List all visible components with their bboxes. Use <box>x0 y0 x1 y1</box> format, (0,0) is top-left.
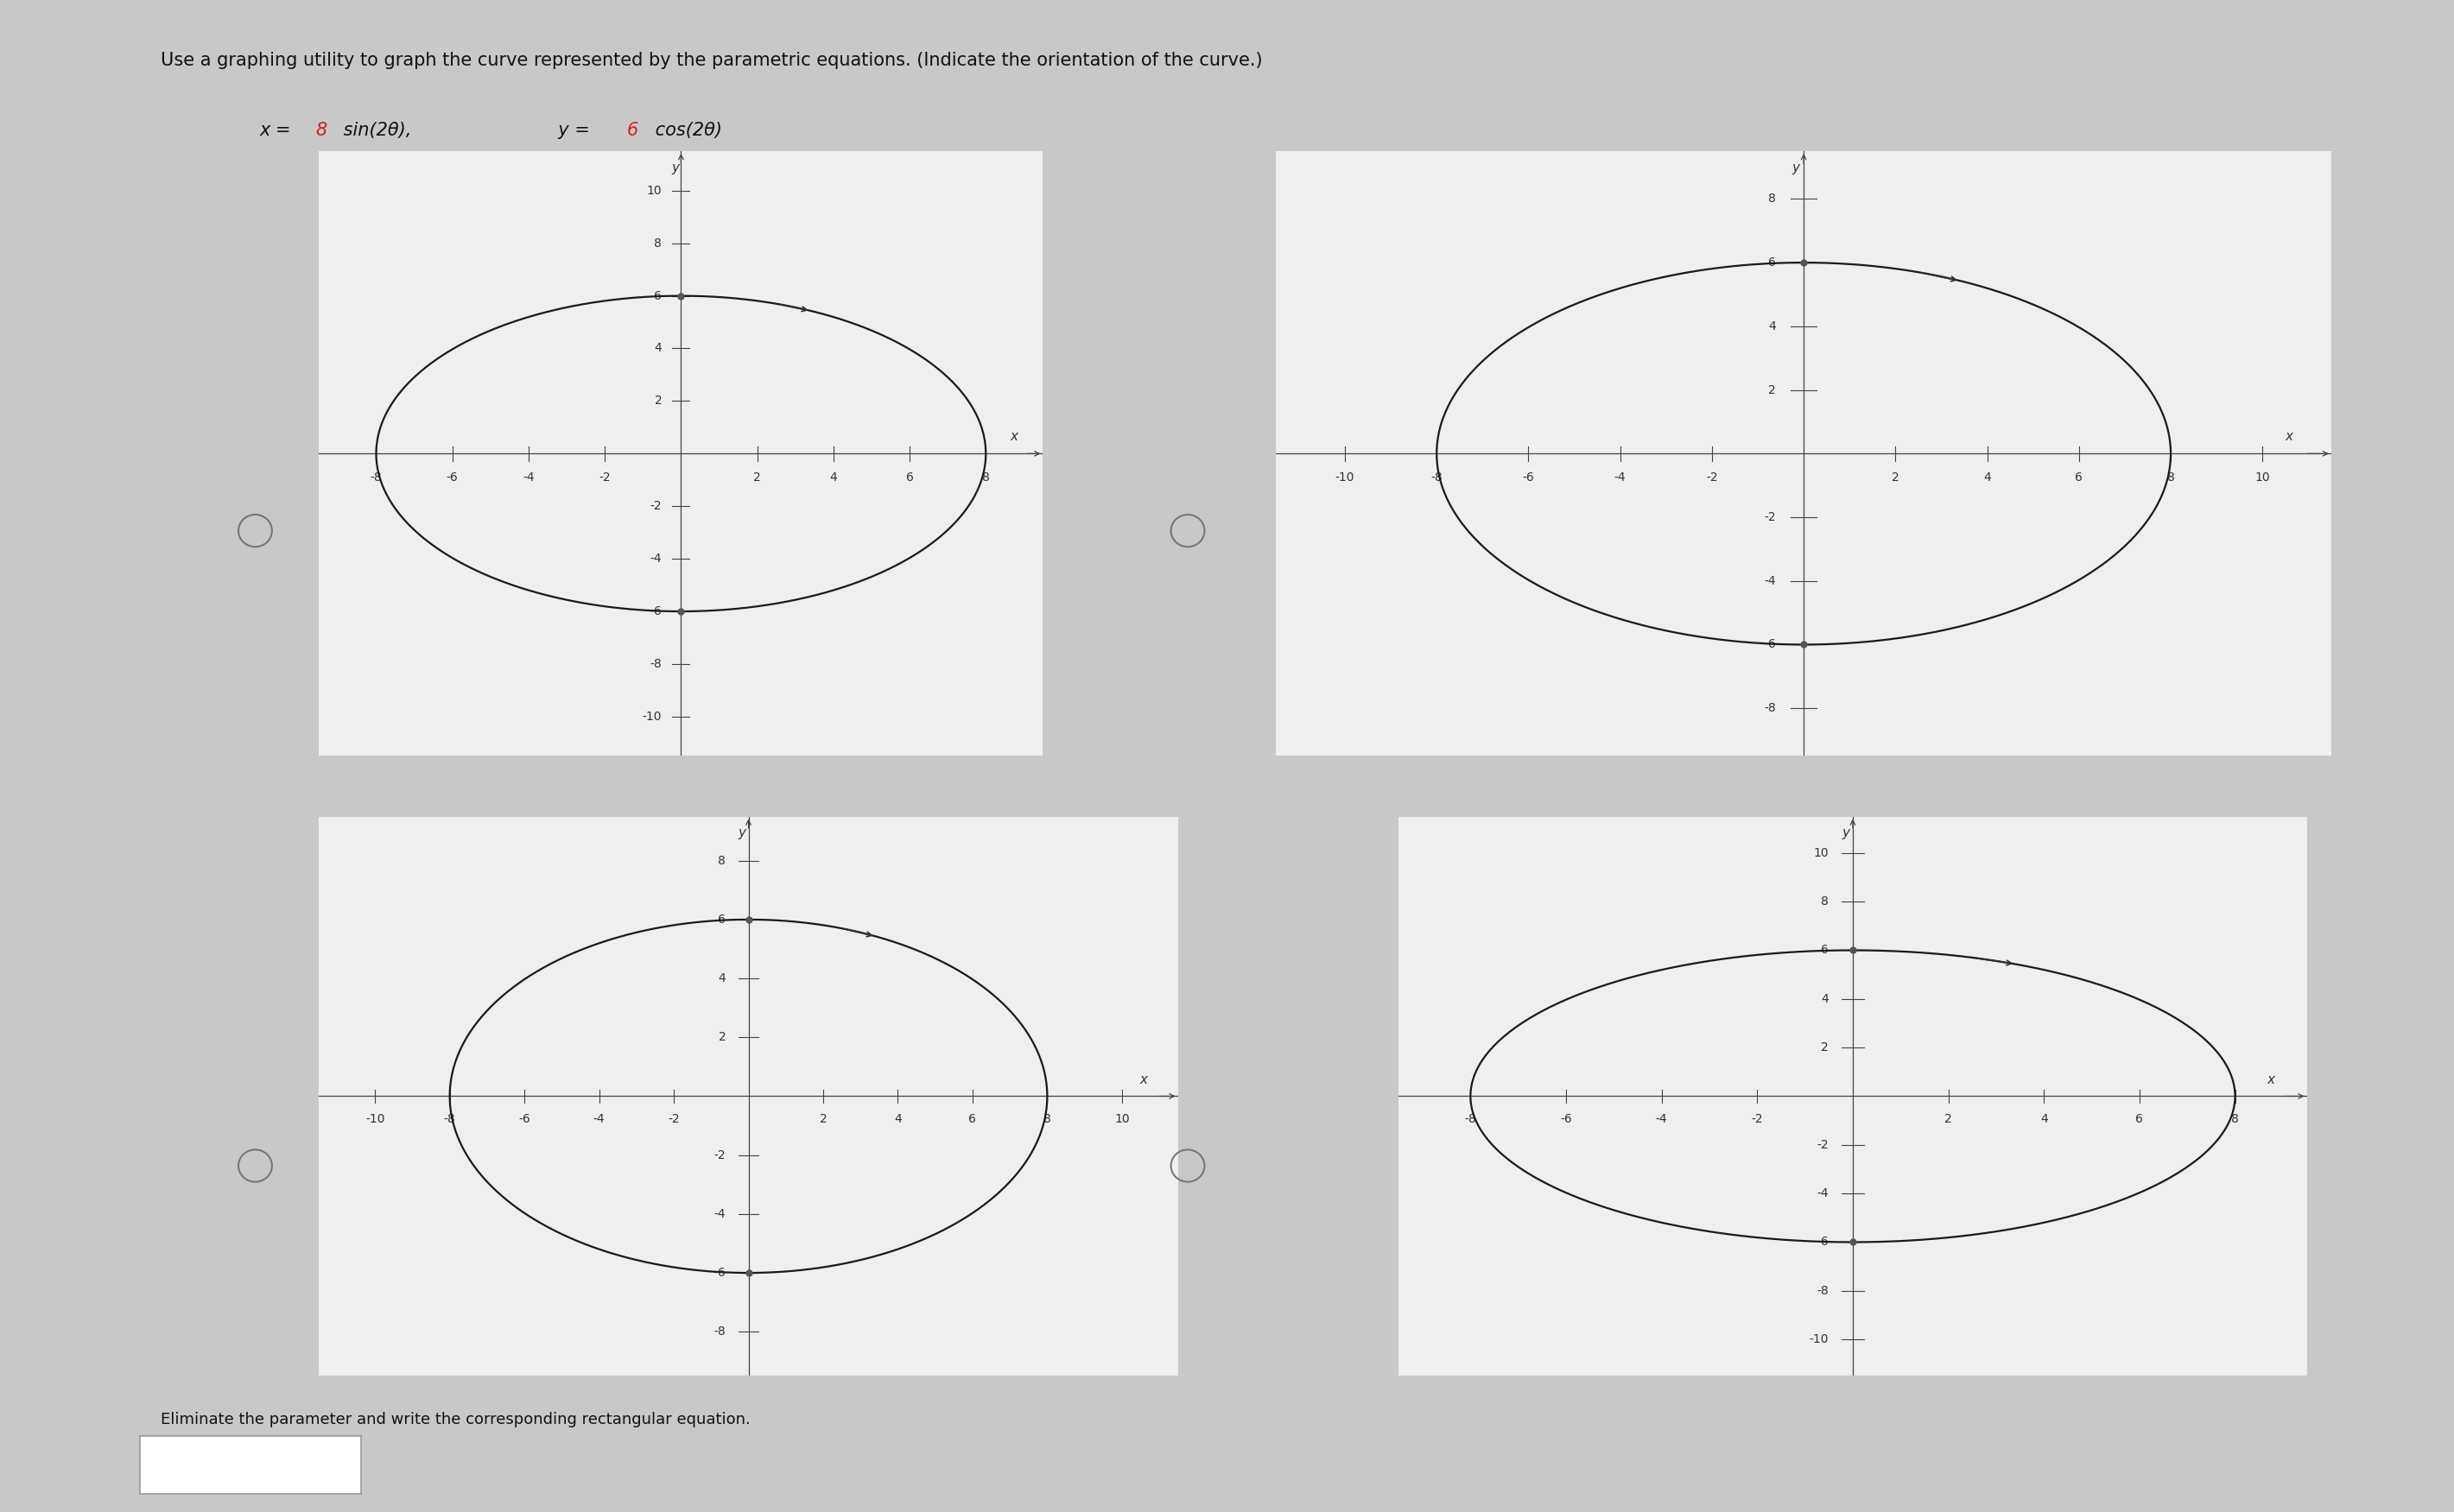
Text: -8: -8 <box>444 1113 456 1125</box>
Text: -6: -6 <box>518 1113 530 1125</box>
Text: -2: -2 <box>1706 472 1718 484</box>
Text: 6: 6 <box>2076 472 2083 484</box>
Text: y: y <box>1791 162 1799 175</box>
Text: 2: 2 <box>1892 472 1899 484</box>
Text: 4: 4 <box>829 472 837 484</box>
Text: -6: -6 <box>1764 638 1777 650</box>
Text: x: x <box>2285 429 2292 443</box>
Text: -6: -6 <box>1816 1237 1828 1249</box>
Text: 4: 4 <box>1821 993 1828 1005</box>
Text: y =: y = <box>547 122 594 139</box>
Text: -4: -4 <box>1764 575 1777 587</box>
Text: -10: -10 <box>643 711 663 723</box>
Text: -6: -6 <box>714 1267 726 1279</box>
Text: -2: -2 <box>714 1149 726 1161</box>
Text: -2: -2 <box>599 472 611 484</box>
Text: 10: 10 <box>2255 472 2270 484</box>
Text: 6: 6 <box>719 913 726 925</box>
Text: 4: 4 <box>1983 472 1990 484</box>
Text: y: y <box>1843 826 1850 839</box>
Text: sin(2θ),: sin(2θ), <box>339 122 412 139</box>
Text: -4: -4 <box>650 553 663 565</box>
Text: cos(2θ): cos(2θ) <box>650 122 721 139</box>
Text: -10: -10 <box>1809 1334 1828 1346</box>
Text: 6: 6 <box>906 472 913 484</box>
Text: -2: -2 <box>1764 511 1777 523</box>
Text: 2: 2 <box>1769 384 1777 396</box>
Text: -4: -4 <box>1615 472 1627 484</box>
Text: 8: 8 <box>982 472 989 484</box>
Text: 2: 2 <box>1821 1042 1828 1054</box>
Text: -2: -2 <box>667 1113 680 1125</box>
Text: -4: -4 <box>714 1208 726 1220</box>
Text: 6: 6 <box>1769 257 1777 269</box>
Text: Eliminate the parameter and write the corresponding rectangular equation.: Eliminate the parameter and write the co… <box>162 1412 751 1427</box>
Text: 10: 10 <box>1114 1113 1129 1125</box>
Text: 8: 8 <box>719 854 726 866</box>
Text: 8: 8 <box>655 237 663 249</box>
Text: -8: -8 <box>1816 1285 1828 1297</box>
Text: 8: 8 <box>1043 1113 1050 1125</box>
Text: -4: -4 <box>1816 1187 1828 1199</box>
Text: 6: 6 <box>626 122 638 139</box>
Text: x: x <box>2267 1074 2275 1087</box>
Text: -8: -8 <box>650 658 663 670</box>
Text: -8: -8 <box>371 472 383 484</box>
Text: 6: 6 <box>655 290 663 302</box>
Text: y: y <box>739 826 746 839</box>
Text: x: x <box>1139 1074 1148 1087</box>
Text: 2: 2 <box>1944 1113 1951 1125</box>
Text: -4: -4 <box>1656 1113 1669 1125</box>
Text: 2: 2 <box>655 395 663 407</box>
Text: -4: -4 <box>523 472 535 484</box>
Text: 4: 4 <box>719 972 726 984</box>
Text: 6: 6 <box>1821 943 1828 956</box>
Text: 8: 8 <box>1821 895 1828 907</box>
Text: 10: 10 <box>648 184 663 197</box>
Text: 8: 8 <box>1769 194 1777 206</box>
Text: x =: x = <box>260 122 297 139</box>
Text: -6: -6 <box>1521 472 1534 484</box>
Text: x: x <box>1011 429 1018 443</box>
Text: 4: 4 <box>2039 1113 2047 1125</box>
Text: 8: 8 <box>2167 472 2174 484</box>
Text: -6: -6 <box>1561 1113 1573 1125</box>
Text: -8: -8 <box>1465 1113 1477 1125</box>
Text: 4: 4 <box>655 342 663 354</box>
Text: -2: -2 <box>1816 1139 1828 1151</box>
Text: 2: 2 <box>719 1031 726 1043</box>
Text: -8: -8 <box>714 1326 726 1338</box>
Text: 6: 6 <box>2135 1113 2142 1125</box>
Text: 2: 2 <box>820 1113 827 1125</box>
Text: 6: 6 <box>969 1113 977 1125</box>
Text: 8: 8 <box>317 122 326 139</box>
Text: 2: 2 <box>753 472 761 484</box>
Text: -10: -10 <box>1335 472 1355 484</box>
Text: y: y <box>672 162 680 175</box>
Text: -2: -2 <box>1752 1113 1762 1125</box>
Text: -6: -6 <box>650 605 663 617</box>
Text: -8: -8 <box>1764 702 1777 714</box>
Text: 4: 4 <box>893 1113 901 1125</box>
Text: 4: 4 <box>1769 321 1777 333</box>
Text: -2: -2 <box>650 500 663 513</box>
Text: -10: -10 <box>366 1113 385 1125</box>
Text: -8: -8 <box>1431 472 1443 484</box>
Text: 10: 10 <box>1814 847 1828 859</box>
Text: -4: -4 <box>594 1113 606 1125</box>
Text: Use a graphing utility to graph the curve represented by the parametric equation: Use a graphing utility to graph the curv… <box>162 51 1264 70</box>
Text: -6: -6 <box>447 472 459 484</box>
Text: 8: 8 <box>2231 1113 2238 1125</box>
